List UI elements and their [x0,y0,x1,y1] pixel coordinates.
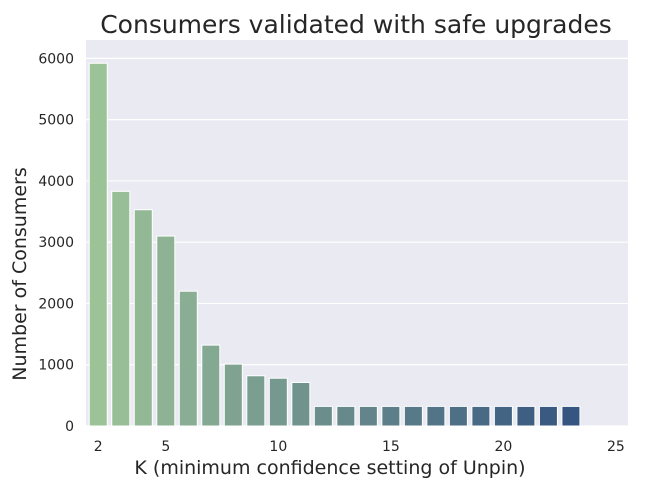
y-tick-label: 3000 [38,235,74,251]
plot-area [86,40,628,426]
bar-k-5 [156,235,176,427]
x-axis-ticks: 2 5 10 15 20 25 [94,439,625,455]
bar-k-4 [133,209,153,427]
y-tick-label: 4000 [38,174,74,190]
bar-k-9 [246,375,266,427]
x-tick-label: 10 [269,439,287,455]
bar-k-18 [448,405,468,427]
bar-k-10 [268,377,288,427]
bar-k-23 [561,405,581,427]
y-tick-label: 0 [65,419,74,435]
bar-k-6 [178,290,198,427]
bar-k-20 [493,405,513,427]
bars [88,62,581,427]
bar-k-16 [403,405,423,427]
x-tick-label: 25 [607,439,625,455]
x-tick-label: 5 [161,439,170,455]
bar-k-7 [201,344,221,427]
y-tick-label: 2000 [38,296,74,312]
x-tick-label: 20 [494,439,512,455]
x-tick-label: 2 [94,439,103,455]
y-tick-label: 5000 [38,113,74,129]
bar-k-11 [291,381,311,427]
bar-k-13 [336,405,356,427]
bar-k-19 [471,405,491,427]
bar-k-15 [381,405,401,427]
grid-lines [86,57,628,427]
y-axis-ticks: 0 1000 2000 3000 4000 5000 6000 [38,51,74,435]
bar-k-8 [223,363,243,427]
bar-k-2 [88,62,108,427]
bar-k-22 [538,405,558,427]
y-axis-label: Number of Consumers [9,167,31,381]
bar-k-3 [111,190,131,427]
x-axis-label: K (minimum confidence setting of Unpin) [134,457,525,479]
bar-k-12 [313,405,333,427]
y-tick-label: 6000 [38,51,74,67]
x-tick-label: 15 [382,439,400,455]
bar-k-14 [358,405,378,427]
bar-k-17 [426,405,446,427]
chart-title: Consumers validated with safe upgrades [100,10,612,39]
bar-k-21 [516,405,536,427]
y-tick-label: 1000 [38,358,74,374]
